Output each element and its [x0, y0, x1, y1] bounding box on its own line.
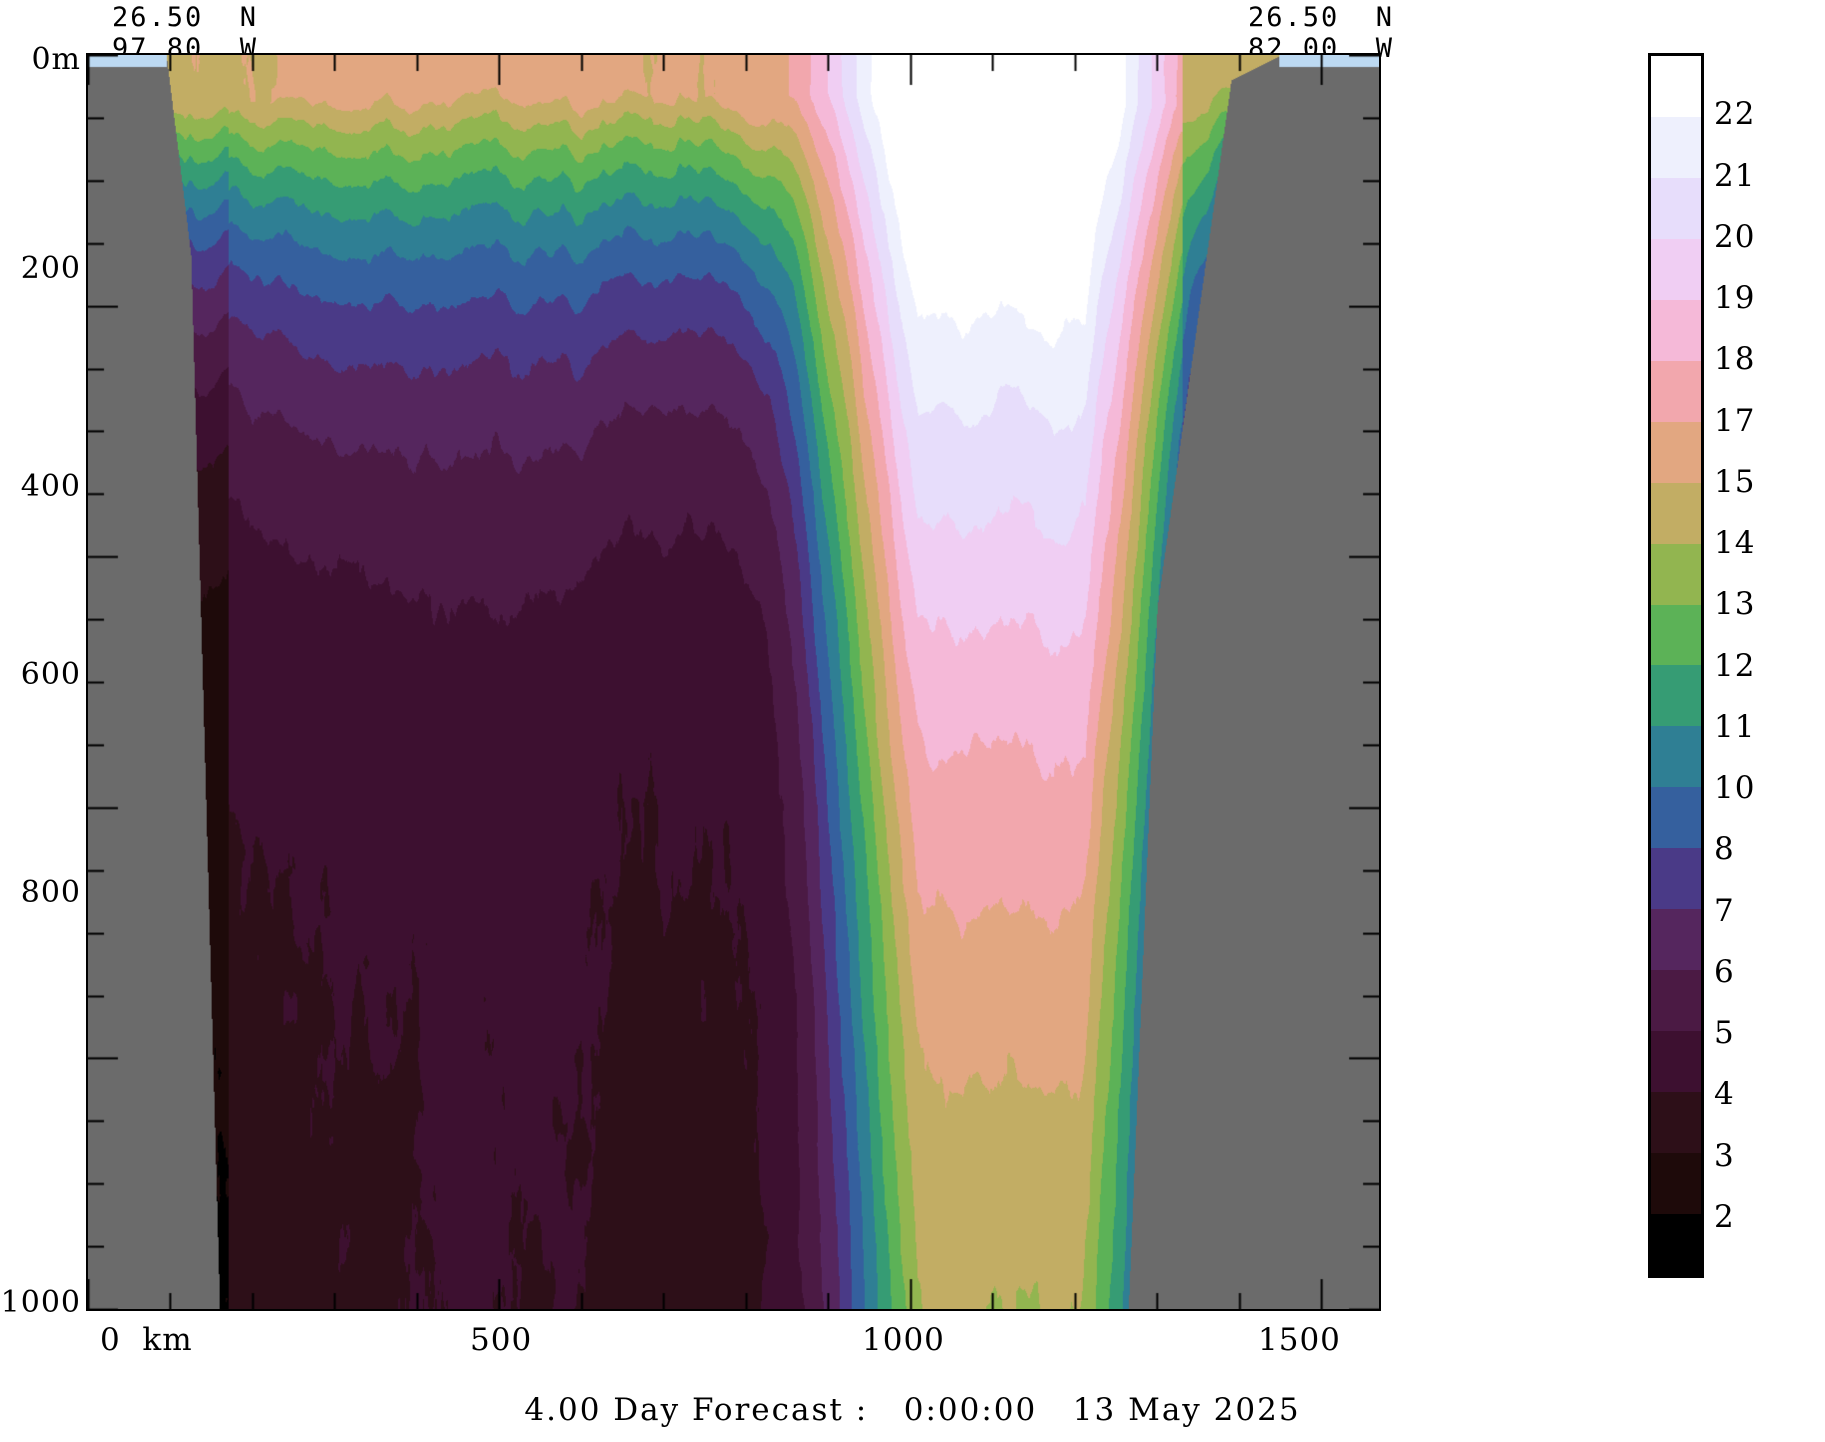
cross-section-plot: [86, 53, 1381, 1311]
colorbar-band-7: [1651, 787, 1701, 849]
colorbar-tick-6: 6: [1714, 953, 1735, 990]
x-tick-1500: 1500: [1258, 1322, 1341, 1358]
colorbar-band-13: [1651, 421, 1701, 483]
colorbar-tick-14: 14: [1714, 525, 1756, 561]
y-tick-1000: 1000: [0, 1285, 81, 1320]
colorbar-tick-2: 2: [1714, 1198, 1735, 1235]
colorbar-tick-21: 21: [1714, 157, 1756, 194]
y-tick-600: 600: [20, 657, 81, 692]
colorbar-tick-7: 7: [1714, 892, 1735, 929]
colorbar-tick-15: 15: [1714, 463, 1756, 500]
colorbar-tick-12: 12: [1714, 647, 1756, 684]
colorbar-band-16: [1651, 238, 1701, 300]
colorbar-band-6: [1651, 848, 1701, 910]
colorbar-band-15: [1651, 299, 1701, 361]
colorbar-band-12: [1651, 482, 1701, 544]
colorbar-band-11: [1651, 543, 1701, 605]
colorbar-band-14: [1651, 360, 1701, 422]
colorbar-band-2: [1651, 1092, 1701, 1154]
colorbar-tick-18: 18: [1714, 341, 1756, 378]
y-tick-200: 200: [20, 251, 81, 286]
colorbar-tick-13: 13: [1714, 586, 1756, 623]
colorbar-tick-10: 10: [1714, 770, 1756, 806]
colorbar-band-9: [1651, 665, 1701, 727]
forecast-caption: 4.00 Day Forecast : 0:00:00 13 May 2025: [524, 1392, 1301, 1428]
temperature-contour-field: [88, 55, 1379, 1309]
colorbar-tick-19: 19: [1714, 280, 1756, 316]
colorbar-band-18: [1651, 116, 1701, 178]
colorbar-tick-20: 20: [1714, 218, 1756, 255]
colorbar-bands: [1651, 55, 1701, 1275]
colorbar-band-4: [1651, 970, 1701, 1032]
colorbar: [1648, 53, 1704, 1278]
colorbar-band-10: [1651, 604, 1701, 666]
colorbar-tick-17: 17: [1714, 402, 1756, 439]
colorbar-band-1: [1651, 1153, 1701, 1215]
colorbar-band-17: [1651, 177, 1701, 239]
x-tick-500: 500: [470, 1322, 533, 1358]
colorbar-tick-11: 11: [1714, 708, 1756, 745]
colorbar-band-0: [1651, 1214, 1701, 1275]
colorbar-tick-5: 5: [1714, 1015, 1735, 1051]
colorbar-tick-4: 4: [1714, 1076, 1735, 1113]
colorbar-band-5: [1651, 909, 1701, 971]
colorbar-band-19: [1651, 55, 1701, 117]
colorbar-tick-3: 3: [1714, 1137, 1735, 1174]
colorbar-tick-8: 8: [1714, 831, 1735, 868]
x-tick-1000: 1000: [862, 1322, 945, 1358]
x-tick-0: 0 km: [100, 1322, 193, 1358]
y-tick-400: 400: [20, 469, 81, 504]
colorbar-band-3: [1651, 1031, 1701, 1093]
y-tick-800: 800: [20, 875, 81, 910]
colorbar-tick-22: 22: [1714, 96, 1756, 133]
colorbar-band-8: [1651, 726, 1701, 788]
colorbar-tick-labels: 2 3 4 5 6 7 8 10 11 12 13 14 15 17 18 19 20 21 22: [1714, 53, 1814, 1278]
y-tick-0: 0m: [31, 42, 81, 77]
